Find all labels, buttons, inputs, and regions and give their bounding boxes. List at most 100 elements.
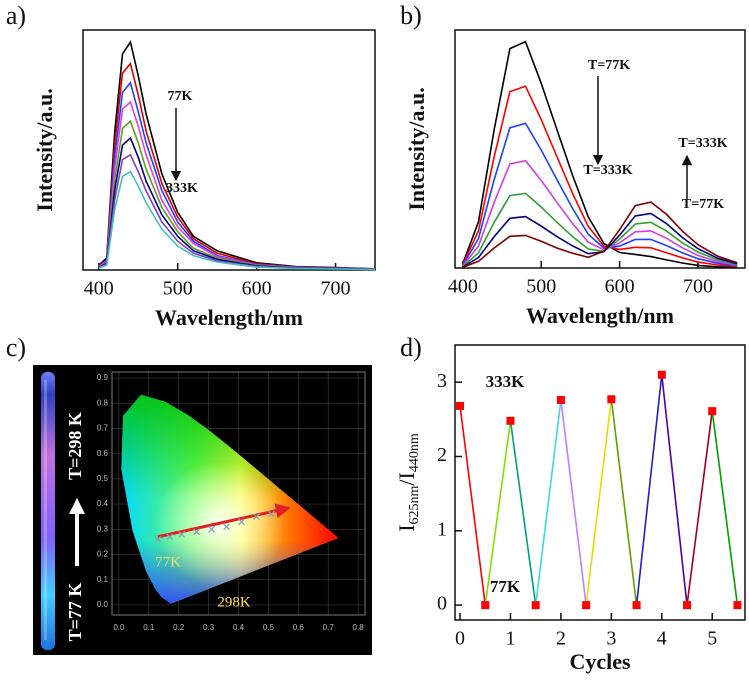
x-tick-label: 0.1 (143, 623, 155, 632)
cycle-marker (481, 601, 490, 610)
cie-point (154, 535, 162, 543)
x-tick-label: 0.6 (293, 623, 305, 632)
y-tick-label: 3 (437, 370, 447, 392)
annotation: 333K (486, 372, 526, 391)
cycle-segment (660, 374, 688, 606)
cie-point (208, 525, 216, 533)
x-tick-label: 400 (448, 276, 478, 298)
x-tick-label: 500 (526, 276, 556, 298)
spectrum-line (98, 153, 376, 271)
cie-gamut-white (121, 394, 339, 604)
cycle-segment (585, 399, 613, 606)
y-tick-label: 0.0 (97, 600, 109, 609)
spectrum-line (462, 85, 738, 268)
cycle-marker (657, 370, 666, 379)
x-axis-title: Wavelength/nm (526, 303, 674, 328)
photo-label: T=77 K (65, 583, 85, 642)
y-axis-title: Intensity/a.u. (404, 87, 429, 210)
cie-point (267, 510, 275, 518)
y-tick-label: 0.6 (97, 449, 109, 458)
spectrum-line (462, 192, 738, 268)
y-tick-label: 0.7 (97, 424, 109, 433)
x-tick-label: 0.7 (323, 623, 335, 632)
x-tick-label: 0.5 (263, 623, 275, 632)
axis-frame (454, 344, 746, 621)
annotation: T=333K (678, 136, 727, 151)
cie-point (166, 533, 174, 541)
x-axis-title: Wavelength/nm (155, 305, 303, 330)
cycle-segment (534, 399, 562, 606)
axis-frame (82, 29, 376, 271)
y-tick-label: 0.1 (97, 575, 109, 584)
x-tick-label: 500 (163, 278, 193, 300)
cycle-marker (582, 601, 591, 610)
tube-highlight (44, 380, 47, 640)
cycle-marker (531, 601, 540, 610)
y-tick-label: 2 (437, 444, 447, 466)
y-tick-label: 1 (437, 518, 447, 540)
spectrum-line (462, 159, 738, 267)
spectrum-line (98, 61, 376, 270)
cycle-segment (686, 411, 714, 606)
y-tick-label: 0.8 (97, 398, 109, 407)
cycle-marker (733, 601, 742, 610)
spectrum-line (462, 201, 738, 269)
spectrum-line (98, 100, 376, 270)
x-tick-label: 0.0 (113, 623, 125, 632)
cycle-marker (556, 396, 565, 404)
x-tick-label: 700 (321, 278, 351, 300)
cycle-segment (635, 374, 663, 606)
spectrum-line (462, 40, 738, 269)
x-tick-label: 1 (505, 628, 515, 650)
annotation: 77K (168, 89, 193, 104)
cie-point (238, 518, 245, 526)
cycle-marker (607, 395, 616, 404)
panel-label: d) (400, 333, 422, 362)
y-axis-title-part: 625nm (407, 485, 422, 524)
y-axis-title: Intensity/a.u. (32, 88, 57, 211)
y-tick-label: 0.2 (97, 550, 109, 559)
cycle-segment (509, 420, 537, 606)
x-tick-label: 4 (657, 628, 667, 650)
x-tick-label: 0.2 (173, 623, 185, 632)
cycle-segment (484, 420, 512, 606)
cycle-marker (506, 416, 515, 425)
annotation: T=333K (583, 163, 632, 178)
spectrum-line (98, 119, 376, 271)
x-tick-label: 0.4 (233, 623, 245, 632)
cycle-segment (459, 405, 487, 606)
cycle-segment (560, 399, 587, 606)
x-tick-label: 2 (556, 628, 566, 650)
annotation: 77K (155, 554, 181, 570)
x-axis-title: Cycles (569, 649, 631, 674)
x-tick-label: 0 (455, 628, 465, 650)
x-tick-label: 0.8 (353, 623, 365, 632)
spectrum-line (98, 40, 376, 270)
axis-frame (454, 29, 746, 269)
panel-label: c) (6, 333, 26, 362)
sample-tube (41, 372, 55, 650)
y-axis-title-part: 440nm (407, 433, 422, 472)
panel-label: b) (400, 1, 422, 30)
y-tick-label: 0 (437, 593, 447, 615)
annotation: 298K (217, 594, 251, 610)
y-axis-title: I625nm/I440nm (394, 433, 422, 532)
y-tick-label: 0.5 (97, 474, 109, 483)
cie-point (252, 513, 260, 521)
spectrum-line (462, 212, 738, 268)
x-tick-label: 400 (84, 278, 114, 300)
spectrum-line (98, 136, 376, 271)
x-tick-label: 600 (242, 278, 272, 300)
x-tick-label: 3 (606, 628, 616, 650)
annotation: T=77K (588, 58, 630, 73)
y-axis-title-part: /I (394, 472, 419, 485)
cycle-marker (632, 601, 641, 610)
x-tick-label: 600 (605, 276, 635, 298)
cie-point (178, 530, 186, 538)
y-axis-title-part: I (394, 524, 419, 531)
cie-point (223, 523, 230, 531)
spectrum-line (462, 122, 738, 267)
cie-point (193, 528, 201, 536)
y-tick-label: 0.9 (97, 373, 109, 382)
